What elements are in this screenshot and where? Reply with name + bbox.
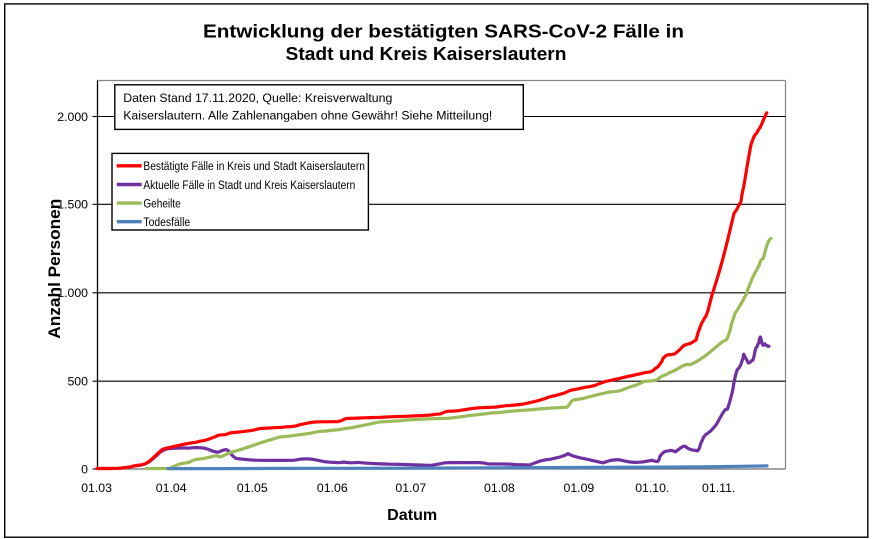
svg-text:01.06: 01.06: [317, 481, 348, 495]
svg-text:0: 0: [81, 462, 88, 476]
svg-text:Geheilte: Geheilte: [143, 197, 180, 211]
svg-text:Entwicklung der bestätigten SA: Entwicklung der bestätigten SARS-CoV-2 F…: [203, 21, 684, 42]
svg-text:01.05: 01.05: [237, 481, 268, 495]
svg-text:Daten Stand 17.11.2020, Quelle: Daten Stand 17.11.2020, Quelle: Kreisver…: [123, 91, 392, 105]
svg-text:Datum: Datum: [387, 507, 437, 524]
svg-text:Stadt und Kreis Kaiserslautern: Stadt und Kreis Kaiserslautern: [286, 43, 567, 64]
svg-text:01.07: 01.07: [395, 481, 426, 495]
svg-text:01.10.: 01.10.: [635, 481, 669, 495]
svg-text:500: 500: [67, 375, 88, 389]
svg-text:Bestätigte Fälle in Kreis und: Bestätigte Fälle in Kreis und Stadt Kais…: [143, 159, 365, 173]
svg-text:01.11.: 01.11.: [702, 481, 735, 495]
svg-text:Anzahl Personen: Anzahl Personen: [45, 199, 64, 339]
svg-text:01.04: 01.04: [156, 481, 187, 495]
svg-text:01.09: 01.09: [564, 481, 595, 495]
svg-text:01.08: 01.08: [484, 481, 515, 495]
svg-text:Todesfälle: Todesfälle: [143, 215, 190, 229]
svg-text:Kaiserslautern. Alle Zahlenang: Kaiserslautern. Alle Zahlenangaben ohne …: [123, 109, 492, 123]
svg-text:1.500: 1.500: [57, 198, 88, 212]
svg-text:01.03: 01.03: [81, 481, 112, 495]
svg-text:Aktuelle Fälle in Stadt und Kr: Aktuelle Fälle in Stadt und Kreis Kaiser…: [143, 178, 355, 192]
svg-text:1.000: 1.000: [57, 286, 88, 300]
svg-text:2.000: 2.000: [57, 110, 88, 124]
